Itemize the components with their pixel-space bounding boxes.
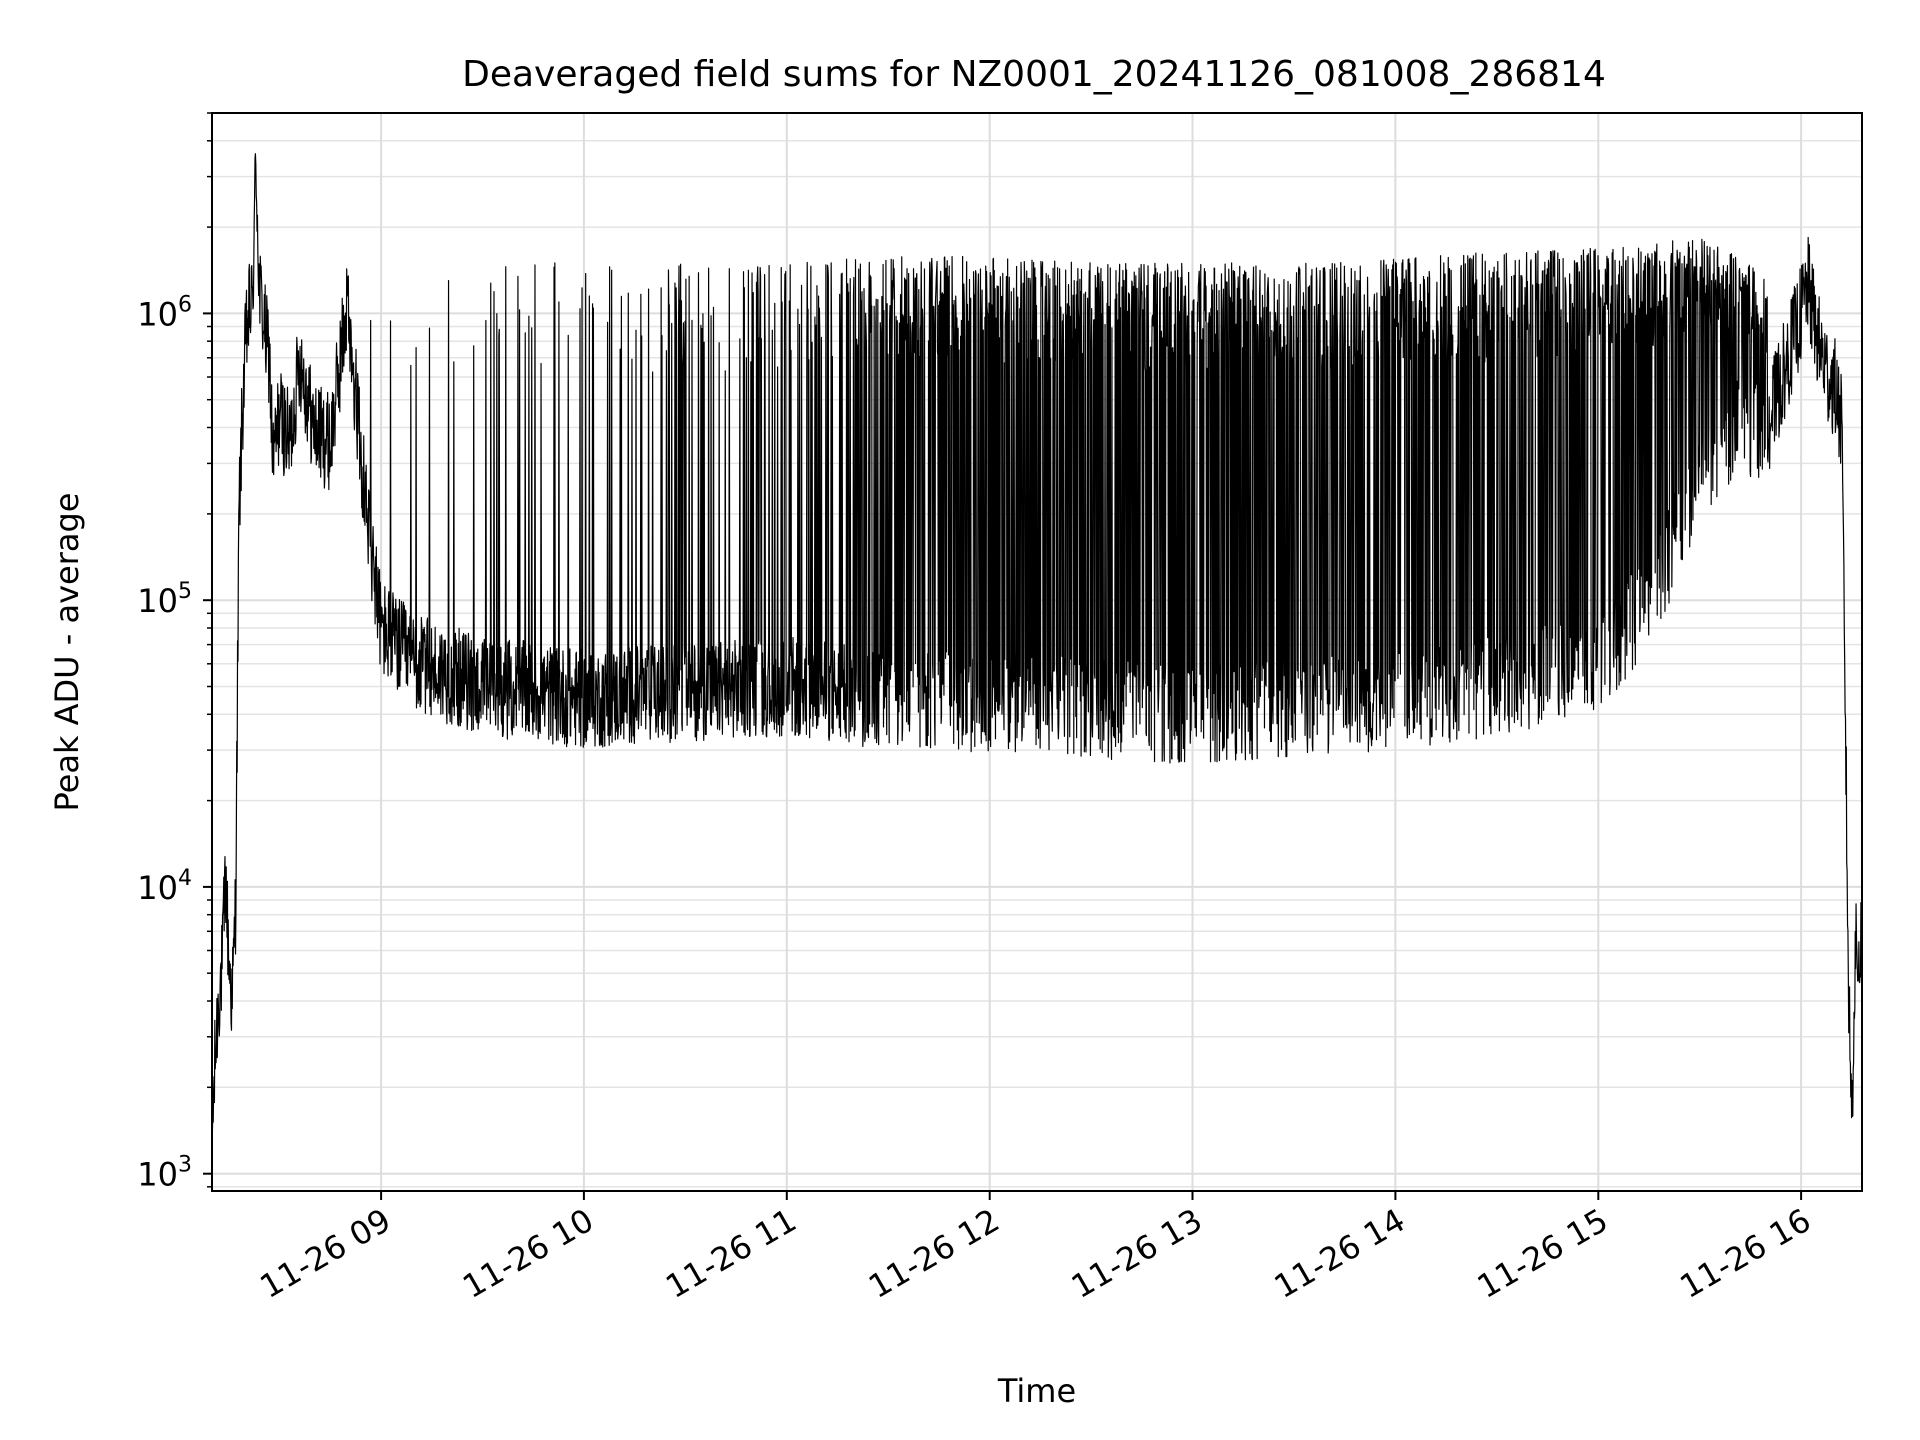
y-tick-label: 105 [137, 579, 192, 620]
series-layer [211, 153, 1863, 1132]
plot-frame [211, 112, 1863, 1192]
y-tick-exponent: 6 [178, 292, 192, 317]
y-tick-base: 10 [137, 582, 178, 620]
y-tick-base: 10 [137, 869, 178, 907]
y-tick-exponent: 5 [178, 579, 192, 604]
y-tick-base: 10 [137, 295, 178, 333]
y-tick-exponent: 4 [178, 866, 192, 891]
y-tick-label: 106 [137, 292, 192, 333]
y-axis-label: Peak ADU - average [48, 493, 86, 812]
y-tick-base: 10 [137, 1156, 178, 1194]
series-line [211, 153, 1863, 1132]
chart-title: Deaveraged field sums for NZ0001_2024112… [462, 54, 1606, 95]
x-axis-label: Time [997, 1372, 1076, 1410]
y-tick-label: 104 [137, 866, 192, 907]
y-tick-label: 103 [137, 1153, 192, 1194]
y-tick-exponent: 3 [178, 1153, 192, 1178]
